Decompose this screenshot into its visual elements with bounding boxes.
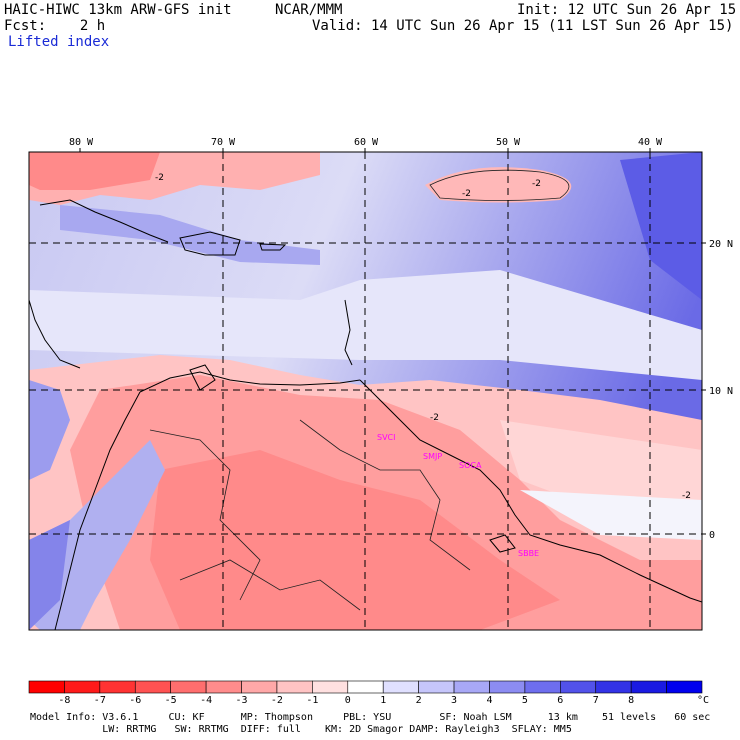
- colorbar-tick-label: 4: [486, 695, 493, 706]
- forecast-hour: Fcst: 2 h: [4, 18, 106, 34]
- valid-time: Valid: 14 UTC Sun 26 Apr 15 (11 LST Sun …: [312, 18, 734, 34]
- colorbar-swatch: [276, 680, 313, 694]
- colorbar-tick-label: 5: [521, 695, 528, 706]
- colorbar-swatch: [241, 680, 278, 694]
- lat-label-20n: 20 N: [709, 239, 733, 250]
- colorbar-tick-label: -3: [235, 695, 248, 706]
- colorbar-swatch: [28, 680, 65, 694]
- colorbar-swatch: [64, 680, 101, 694]
- lat-label-0: 0: [709, 530, 715, 541]
- lon-label-70w: 70 W: [211, 137, 236, 148]
- colorbar-swatch: [489, 680, 526, 694]
- lon-label-80w: 80 W: [69, 137, 94, 148]
- colorbar-tick-label: 0: [344, 695, 351, 706]
- colorbar-unit: °C: [697, 695, 710, 706]
- map-field: [29, 152, 702, 630]
- station-smjp: SMJP: [423, 452, 442, 461]
- colorbar-swatch: [99, 680, 136, 694]
- colorbar-tick-label: 1: [380, 695, 387, 706]
- colorbar-tick-label: -6: [129, 695, 142, 706]
- init-time: Init: 12 UTC Sun 26 Apr 15: [517, 2, 737, 18]
- colorbar-tick-label: 8: [628, 695, 635, 706]
- colorbar-swatch: [418, 680, 455, 694]
- station-soca: SOCA: [459, 461, 482, 470]
- ticks: [79, 148, 706, 535]
- model-info-line1: Model Info: V3.6.1 CU: KF MP: Thompson P…: [30, 712, 711, 723]
- lon-label-60w: 60 W: [354, 137, 379, 148]
- model-info-line2: LW: RRTMG SW: RRTMG DIFF: full KM: 2D Sm…: [30, 724, 572, 735]
- graticule: [29, 152, 702, 630]
- colorbar-swatch: [630, 680, 667, 694]
- colorbar-swatch: [205, 680, 242, 694]
- colorbar-tick-label: 3: [451, 695, 458, 706]
- station-sbbe: SBBE: [518, 549, 539, 558]
- colorbar: [28, 680, 703, 694]
- colorbar-tick-label: -2: [270, 695, 283, 706]
- org-label: NCAR/MMM: [275, 2, 343, 18]
- contours: [149, 169, 570, 611]
- coastlines: [29, 199, 702, 630]
- lon-label-40w: 40 W: [638, 137, 663, 148]
- colorbar-tick-label: -1: [306, 695, 319, 706]
- colorbar-swatch: [347, 680, 384, 694]
- colorbar-swatch: [382, 680, 419, 694]
- colorbar-swatch: [524, 680, 561, 694]
- colorbar-tick-label: -4: [200, 695, 213, 706]
- contour-label: -2: [682, 491, 691, 501]
- lat-label-10n: 10 N: [709, 386, 733, 397]
- colorbar-tick-label: 7: [592, 695, 599, 706]
- colorbar-tick-label: 6: [557, 695, 564, 706]
- colorbar-swatch: [170, 680, 207, 694]
- contour-label: -2: [462, 189, 471, 199]
- contour-label: -2: [155, 173, 164, 183]
- colorbar-swatch: [453, 680, 490, 694]
- colorbar-tick-label: -8: [58, 695, 71, 706]
- contour-label: -2: [430, 413, 439, 423]
- colorbar-swatch: [595, 680, 632, 694]
- colorbar-tick-label: 2: [415, 695, 422, 706]
- colorbar-tick-label: -7: [93, 695, 106, 706]
- colorbar-tick-label: -5: [164, 695, 177, 706]
- model-title: HAIC-HIWC 13km ARW-GFS init: [4, 2, 232, 18]
- station-svci: SVCI: [377, 433, 396, 442]
- field-name: Lifted index: [8, 34, 110, 50]
- colorbar-swatch: [666, 680, 703, 694]
- colorbar-swatch: [312, 680, 349, 694]
- colorbar-swatch: [560, 680, 597, 694]
- contour-label: -2: [532, 179, 541, 189]
- lon-label-50w: 50 W: [496, 137, 521, 148]
- colorbar-swatch: [134, 680, 171, 694]
